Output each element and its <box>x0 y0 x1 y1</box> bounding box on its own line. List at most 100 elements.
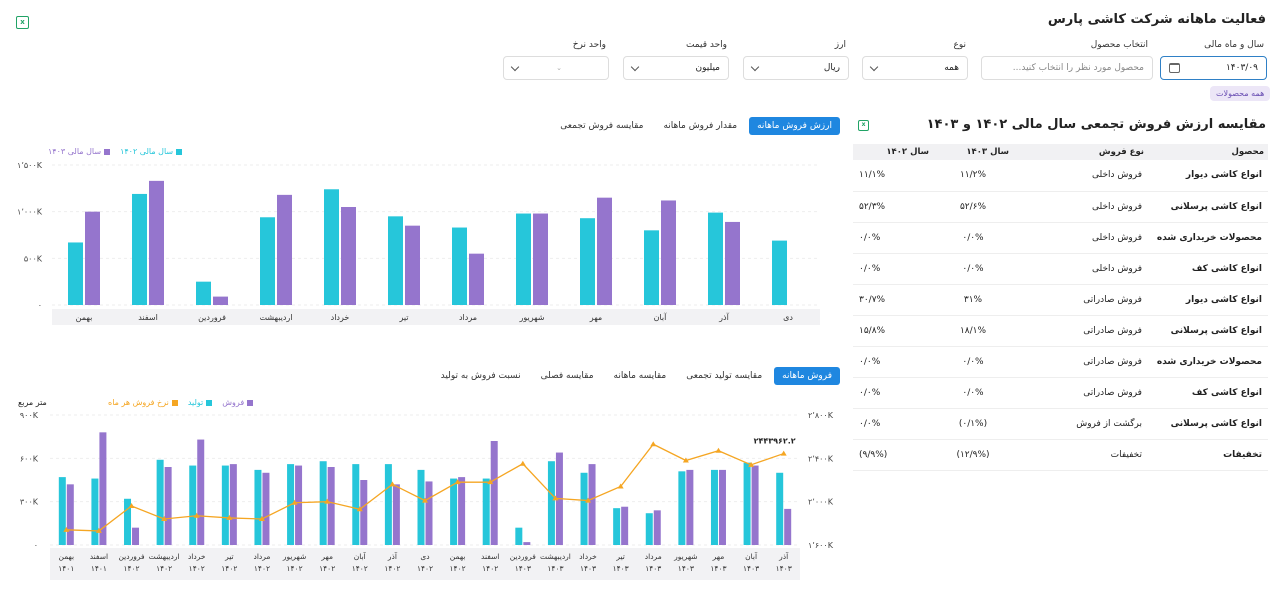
tab-cumulative-sales[interactable]: مقایسه فروش تجمعی <box>560 121 644 131</box>
bar-1402 <box>260 217 275 305</box>
tab-monthly-comparison[interactable]: مقایسه ماهانه <box>613 371 667 381</box>
table-cell-y1403: ۰/۰% <box>933 346 1013 378</box>
x-tick-label: مرداد <box>253 552 270 561</box>
bar-1402 <box>132 193 147 305</box>
legend-label: فروش <box>222 398 245 407</box>
column-header-product[interactable]: محصول <box>1148 144 1268 160</box>
bar-1402 <box>644 230 659 305</box>
x-tick-label: آذر <box>718 312 729 322</box>
excel-export-icon[interactable]: x <box>16 16 29 29</box>
bar-sales <box>458 477 466 545</box>
chevron-down-icon <box>750 62 760 71</box>
tab-monthly-sales-value[interactable]: ارزش فروش ماهانه <box>749 117 840 135</box>
table-cell-y1403: ۰/۰% <box>933 253 1013 285</box>
legend-item-1403[interactable]: سال مالی ۱۴۰۳ <box>48 147 111 156</box>
bar-sales <box>523 542 531 545</box>
bar-production <box>91 478 99 545</box>
currency-select[interactable]: ریال <box>743 56 849 80</box>
legend-item-sales[interactable]: فروش <box>222 398 254 407</box>
bar-production <box>189 465 197 545</box>
table-cell-y1402: ۱۵/۸% <box>853 315 933 347</box>
price-unit-select[interactable]: میلیون <box>623 56 729 80</box>
bar-production <box>482 478 490 545</box>
y-tick-label-right: ۲٬۴۰۰K <box>808 454 834 463</box>
rate-point <box>291 499 298 505</box>
table-row: محصولات خریداری شده فروش صادراتی ۰/۰% ۰/۰% <box>853 346 1268 378</box>
type-select[interactable]: همه <box>862 56 968 80</box>
rate-point <box>63 526 70 532</box>
left-axis-unit-label: متر مربع <box>18 398 47 407</box>
table-row: انواع کاشی پرسلانی برگشت از فروش (۰/۱%) ۰/۰… <box>853 408 1268 440</box>
bar-production <box>124 498 132 545</box>
x-tick-label: دی <box>420 552 429 561</box>
excel-export-icon[interactable]: x <box>858 120 869 131</box>
year-month-picker[interactable]: ۱۴۰۳/۰۹ <box>1160 56 1267 80</box>
table-cell-sale-type: فروش صادراتی <box>1013 346 1148 378</box>
table-cell-y1403: ۱۱/۲% <box>933 160 1013 192</box>
rate-point <box>715 447 722 453</box>
y-tick-label: ۱٬۵۰۰K <box>17 161 43 170</box>
tab-seasonal-comparison[interactable]: مقایسه فصلی <box>540 371 594 381</box>
bar-1403 <box>405 225 420 305</box>
x-tick-label: آبان <box>354 551 367 561</box>
x-tick-label: فروردین <box>510 552 537 561</box>
bar-1402 <box>516 213 531 305</box>
x-tick-label: ۱۴۰۲ <box>254 564 270 573</box>
x-tick-label: اردیبهشت <box>540 552 571 561</box>
rate-point <box>585 497 592 503</box>
rate-point <box>780 450 787 456</box>
page-title: فعالیت ماهانه شرکت کاشی پارس <box>1047 12 1266 27</box>
bar-production <box>580 472 588 545</box>
x-axis-band <box>50 548 800 580</box>
legend-item-production[interactable]: تولید <box>188 398 213 407</box>
x-tick-label: ۱۴۰۱ <box>58 564 74 573</box>
bar-1403 <box>149 180 164 305</box>
rate-point <box>487 479 494 485</box>
y-tick-label-left: ۹۰۰K <box>20 411 39 420</box>
bar-production <box>613 508 621 545</box>
x-tick-label: ۱۴۰۲ <box>221 564 237 573</box>
x-tick-label: بهمن <box>76 313 93 322</box>
rate-point <box>748 461 755 467</box>
column-header-1403[interactable]: سال ۱۴۰۳ <box>933 144 1013 160</box>
bar-1403 <box>213 296 228 305</box>
bar-sales <box>132 527 140 545</box>
bar-sales <box>425 481 433 545</box>
sales-table-title: مقایسه ارزش فروش تجمعی سال مالی ۱۴۰۲ و ۱… <box>926 117 1266 132</box>
table-cell-sale-type: فروش صادراتی <box>1013 315 1148 347</box>
bar-1403 <box>533 213 548 305</box>
bar-production <box>319 461 327 545</box>
rate-annotation: ۲۴۴۳۹۶۲.۲ <box>754 437 796 446</box>
rate-unit-label: واحد نرخ <box>572 40 606 50</box>
product-select[interactable]: محصول مورد نظر را انتخاب کنید... <box>981 56 1153 80</box>
legend-item-1402[interactable]: سال مالی ۱۴۰۲ <box>120 147 183 156</box>
table-cell-y1403: ۵۲/۶% <box>933 191 1013 223</box>
x-tick-label: اسفند <box>90 552 108 561</box>
bar-production <box>678 471 686 545</box>
bar-production <box>417 469 425 545</box>
rate-unit-select[interactable]: ⌄ <box>503 56 609 80</box>
top-chart-tabs: ارزش فروش ماهانه مقدار فروش ماهانه مقایس… <box>552 117 840 135</box>
x-tick-label: ۱۴۰۳ <box>710 564 726 573</box>
all-products-chip[interactable]: همه محصولات <box>1210 86 1271 101</box>
tab-monthly-sales[interactable]: فروش ماهانه <box>774 367 840 385</box>
table-cell-product: انواع کاشی دیوار <box>1148 284 1268 316</box>
column-header-1402[interactable]: سال ۱۴۰۲ <box>853 144 933 160</box>
x-tick-label: شهریور <box>518 313 544 322</box>
x-tick-label: ۱۴۰۳ <box>743 564 759 573</box>
table-row: انواع کاشی دیوار فروش داخلی ۱۱/۲% ۱۱/۱% <box>853 160 1268 192</box>
tab-cumulative-production[interactable]: مقایسه تولید تجمعی <box>686 371 763 381</box>
table-cell-product: انواع کاشی پرسلانی <box>1148 315 1268 347</box>
table-cell-product: محصولات خریداری شده <box>1148 222 1268 254</box>
bar-sales <box>197 439 205 545</box>
x-tick-label: خرداد <box>579 552 597 561</box>
x-tick-label: اسفند <box>138 313 158 322</box>
legend-item-rate[interactable]: نرخ فروش هر ماه <box>108 398 178 407</box>
column-header-sale-type[interactable]: نوع فروش <box>1013 144 1148 160</box>
bar-sales <box>327 467 335 545</box>
rate-point <box>258 516 265 521</box>
tab-monthly-sales-quantity[interactable]: مقدار فروش ماهانه <box>663 121 738 131</box>
tab-sales-to-production-ratio[interactable]: نسبت فروش به تولید <box>440 371 521 381</box>
rate-point <box>650 441 657 447</box>
x-tick-label: بهمن <box>450 552 466 561</box>
